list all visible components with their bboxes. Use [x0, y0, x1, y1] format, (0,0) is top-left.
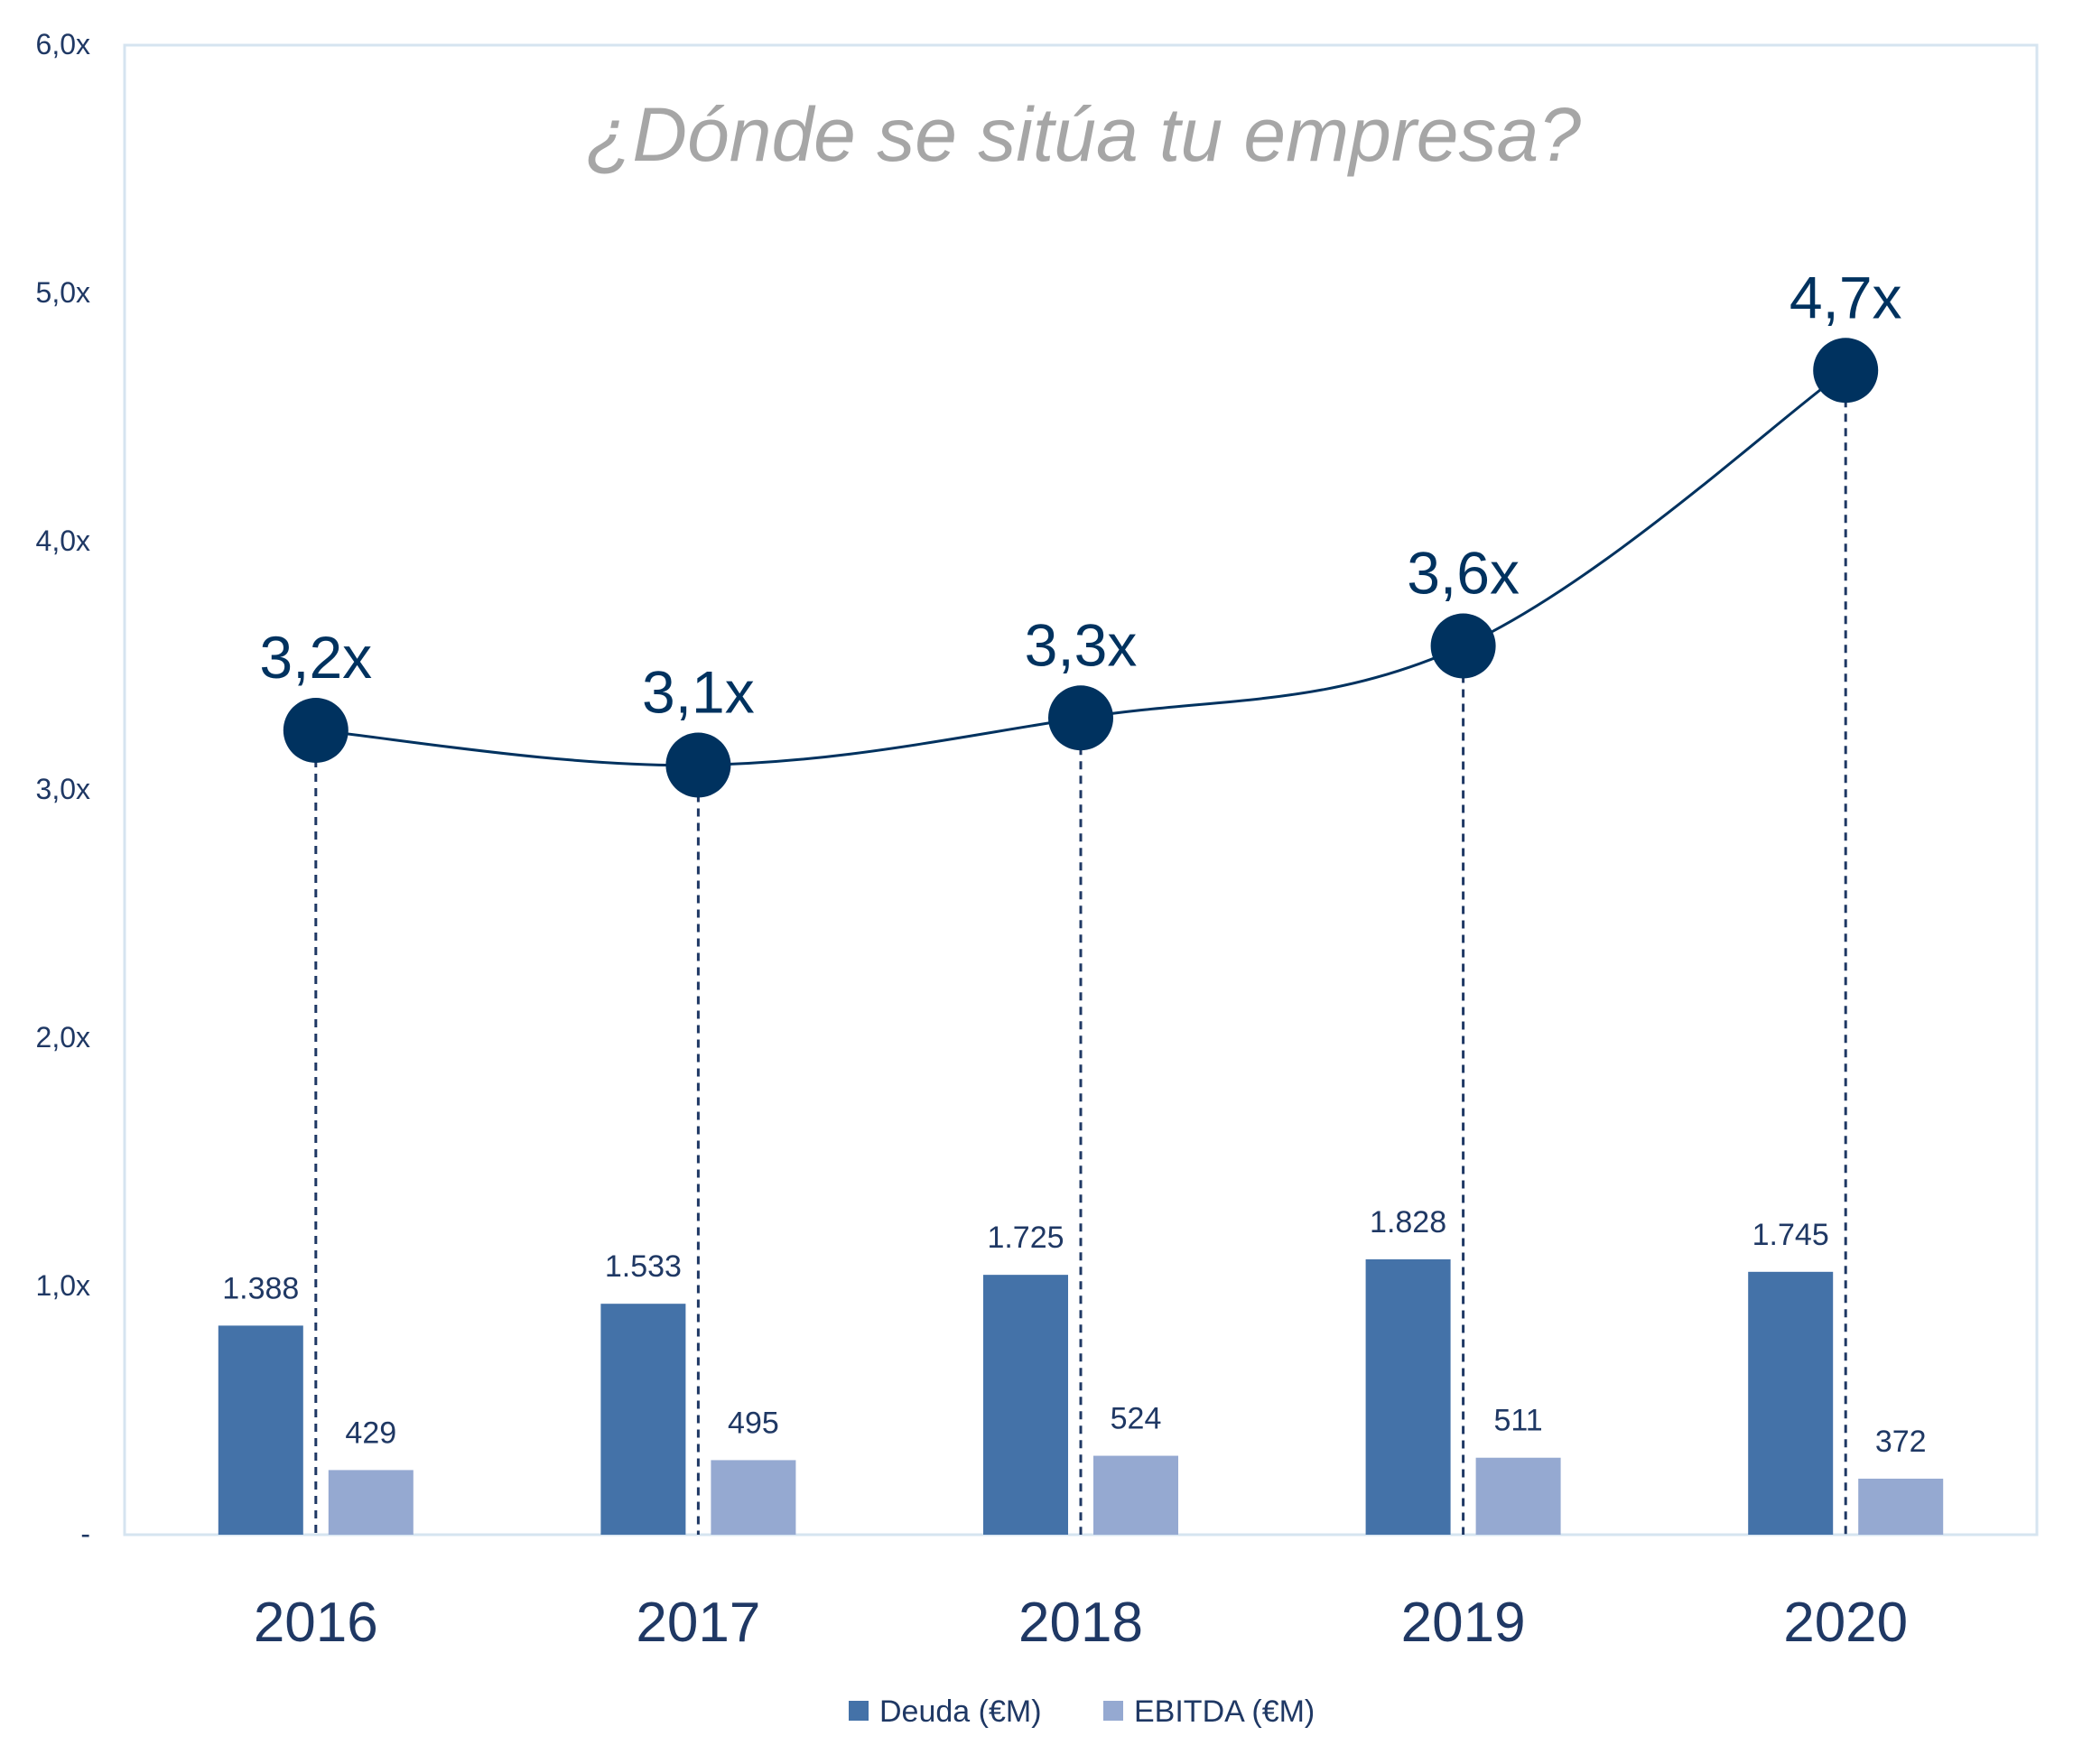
bar-deuda-label: 1.828 [1370, 1205, 1446, 1239]
bar-deuda [1365, 1258, 1451, 1535]
bar-ebitda-label: 495 [728, 1406, 779, 1440]
bar-deuda [600, 1304, 686, 1535]
ratio-point [1048, 685, 1113, 751]
y-tick-label: - [80, 1518, 90, 1550]
ratio-point [283, 698, 349, 763]
ratio-label: 3,2x [259, 624, 372, 691]
bar-deuda-label: 1.745 [1752, 1218, 1829, 1252]
bar-ebitda [1093, 1455, 1178, 1535]
bar-ebitda-label: 524 [1111, 1402, 1162, 1436]
bar-ebitda [1858, 1478, 1944, 1535]
ratio-points: 3,2x 3,1x 3,3x 3,6x 4,7x [259, 264, 1902, 798]
x-tick-label: 2020 [1783, 1592, 1908, 1654]
x-tick-label: 2017 [636, 1592, 760, 1654]
legend: Deuda (€M) EBITDA (€M) [849, 1694, 1315, 1729]
x-tick-label: 2018 [1018, 1592, 1143, 1654]
legend-label: Deuda (€M) [879, 1694, 1042, 1729]
x-tick-label: 2016 [254, 1592, 378, 1654]
bar-ebitda-label: 429 [345, 1416, 396, 1450]
y-tick-label: 1,0x [36, 1269, 90, 1302]
y-axis: - 1,0x 2,0x 3,0x 4,0x 5,0x 6,0x [36, 28, 90, 1550]
bar-ebitda [1475, 1457, 1561, 1535]
legend-swatch [849, 1701, 869, 1721]
ratio-point [665, 732, 731, 798]
bar-deuda [983, 1275, 1068, 1535]
drop-lines [314, 370, 1847, 1535]
bar-ebitda [328, 1470, 414, 1535]
bar-deuda-label: 1.533 [605, 1249, 682, 1284]
ratio-label: 3,1x [642, 659, 755, 726]
ratio-point [1430, 613, 1496, 679]
x-tick-label: 2019 [1401, 1592, 1526, 1654]
legend-label: EBITDA (€M) [1134, 1694, 1315, 1729]
y-tick-label: 3,0x [36, 773, 90, 805]
bar-ebitda [711, 1460, 796, 1535]
bar-ebitda-label: 511 [1493, 1404, 1542, 1438]
bar-deuda [1748, 1271, 1834, 1535]
bar-ebitda-label: 372 [1875, 1425, 1927, 1459]
ratio-label: 3,3x [1025, 611, 1138, 678]
chart-title: ¿Dónde se sitúa tu empresa? [586, 92, 1581, 177]
ratio-label: 3,6x [1407, 540, 1520, 607]
bar-deuda-label: 1.725 [987, 1221, 1064, 1255]
ratio-label: 4,7x [1789, 264, 1902, 330]
ratio-point [1813, 338, 1879, 404]
bar-deuda-label: 1.388 [222, 1271, 299, 1305]
y-tick-label: 5,0x [36, 276, 90, 309]
bar-deuda [218, 1325, 303, 1535]
y-tick-label: 2,0x [36, 1021, 90, 1054]
legend-swatch [1103, 1701, 1123, 1721]
y-tick-label: 4,0x [36, 525, 90, 557]
x-axis: 2016 2017 2018 2019 2020 [254, 1592, 1908, 1654]
bars: 1.388 429 1.533 495 1.725 524 1.828 511 1.745 372 [218, 1205, 1944, 1535]
y-tick-label: 6,0x [36, 28, 90, 60]
